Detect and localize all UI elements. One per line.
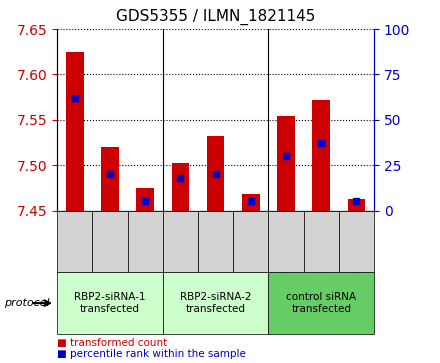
- Bar: [66, 52, 84, 211]
- Bar: [277, 116, 295, 211]
- Bar: [207, 136, 224, 211]
- Bar: [348, 199, 365, 211]
- Text: ■ percentile rank within the sample: ■ percentile rank within the sample: [57, 349, 246, 359]
- Text: RBP2-siRNA-2
transfected: RBP2-siRNA-2 transfected: [180, 292, 251, 314]
- Bar: [101, 147, 119, 211]
- Text: ■ transformed count: ■ transformed count: [57, 338, 168, 348]
- Title: GDS5355 / ILMN_1821145: GDS5355 / ILMN_1821145: [116, 9, 315, 25]
- Bar: [172, 163, 189, 211]
- Bar: [312, 100, 330, 211]
- Text: protocol: protocol: [4, 298, 50, 308]
- Text: RBP2-siRNA-1
transfected: RBP2-siRNA-1 transfected: [74, 292, 146, 314]
- Bar: [136, 188, 154, 211]
- Bar: [242, 194, 260, 211]
- Text: control siRNA
transfected: control siRNA transfected: [286, 292, 356, 314]
